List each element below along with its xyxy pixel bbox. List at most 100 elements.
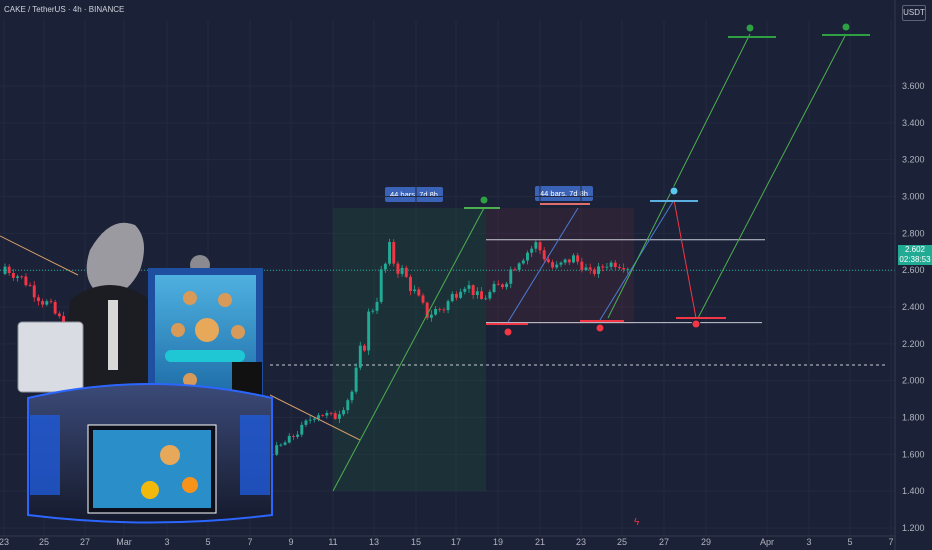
y-tick-label: 2.800 <box>902 228 925 238</box>
pivot-dot <box>479 195 489 205</box>
pivot-dot <box>669 186 679 196</box>
candle-body <box>321 415 325 417</box>
candle-body <box>28 285 32 286</box>
candle-body <box>446 301 450 311</box>
y-tick-label: 2.200 <box>902 339 925 349</box>
x-tick-label: 27 <box>659 537 669 547</box>
candle-body <box>400 267 404 274</box>
x-tick-label: 23 <box>576 537 586 547</box>
candle-body <box>492 283 496 292</box>
pullback-path <box>673 199 697 319</box>
candle-body <box>429 314 433 318</box>
candle-body <box>480 291 483 299</box>
event-flag-icon[interactable]: ϟ <box>634 517 640 528</box>
candle-body <box>509 269 513 284</box>
candle-body <box>572 255 575 263</box>
candle-body <box>617 267 621 269</box>
candle-body <box>296 434 300 437</box>
candle-body <box>367 311 371 351</box>
x-tick-label: 23 <box>0 537 9 547</box>
candle-body <box>379 269 383 302</box>
candle-body <box>434 308 438 315</box>
countdown-timer: 02:38:53 <box>899 255 931 264</box>
x-tick-label: 5 <box>847 537 852 547</box>
candle-body <box>542 250 546 260</box>
y-tick-label: 1.800 <box>902 413 925 423</box>
y-tick-label: 3.600 <box>902 81 925 91</box>
candle-body <box>304 420 308 425</box>
current-price-value: 2.602 <box>904 245 926 254</box>
y-tick-label: 3.400 <box>902 118 925 128</box>
candle-body <box>484 298 488 300</box>
measure-label-2: 44 bars, 7d 8h <box>535 186 593 201</box>
candle-body <box>613 262 617 268</box>
x-tick-label: Apr <box>760 537 774 547</box>
candle-body <box>24 276 28 286</box>
candle-body <box>275 445 279 455</box>
candle-body <box>459 291 463 298</box>
candle-body <box>597 266 601 274</box>
candle-body <box>538 242 542 251</box>
x-tick-label: 7 <box>247 537 252 547</box>
pivot-dot <box>503 327 513 337</box>
candle-body <box>41 301 45 305</box>
candle-body <box>408 276 412 291</box>
candle-body <box>500 284 504 288</box>
candle-body <box>358 345 362 368</box>
pivot-dot <box>691 319 701 329</box>
candle-body <box>475 291 479 296</box>
measure-label-1: 44 bars, 7d 8h <box>385 187 443 202</box>
y-tick-label: 1.200 <box>902 523 925 533</box>
candle-body <box>588 267 592 270</box>
candle-body <box>312 418 316 420</box>
x-tick-label: 27 <box>80 537 90 547</box>
x-tick-label: 15 <box>411 537 421 547</box>
x-tick-label: 3 <box>164 537 169 547</box>
target-path-1 <box>607 33 751 319</box>
chart-header: CAKE / TetherUS · 4h · BINANCE <box>4 5 125 14</box>
candle-body <box>371 310 375 312</box>
candle-body <box>3 266 7 274</box>
x-tick-label: Mar <box>116 537 132 547</box>
candle-body <box>350 391 354 401</box>
candle-body <box>287 435 291 443</box>
candle-body <box>425 302 429 318</box>
candle-body <box>513 269 517 271</box>
candle-body <box>36 297 40 302</box>
x-tick-label: 25 <box>617 537 627 547</box>
candle-body <box>626 269 630 271</box>
projection-line-2 <box>507 207 579 323</box>
currency-selector[interactable]: USDT <box>902 5 926 21</box>
y-tick-label: 2.400 <box>902 302 925 312</box>
candle-body <box>463 288 467 292</box>
candle-body <box>530 248 534 253</box>
candle-body <box>32 285 36 298</box>
candle-body <box>16 276 20 278</box>
candle-body <box>534 242 538 249</box>
x-tick-label: 25 <box>39 537 49 547</box>
candle-body <box>396 263 400 274</box>
candle-body <box>11 273 15 278</box>
price-axis[interactable]: 1.200 1.400 1.600 1.800 2.000 2.200 2.400 2.600… <box>894 0 925 550</box>
candle-body <box>279 444 283 446</box>
candle-body <box>308 419 312 421</box>
candle-body <box>291 435 295 437</box>
candle-body <box>559 262 563 265</box>
candle-body <box>7 266 11 274</box>
x-tick-label: 21 <box>535 537 545 547</box>
trendline-2 <box>269 394 361 441</box>
time-axis[interactable]: 23 25 27 Mar 3 5 7 9 11 13 15 17 19 21 23 25 27 29 Apr 3 5 7 <box>0 535 895 547</box>
candle-body <box>488 291 492 299</box>
candle-body <box>300 424 304 435</box>
candle-body <box>505 283 509 288</box>
candle-body <box>57 313 61 317</box>
candle-body <box>496 283 500 285</box>
candle-body <box>342 410 346 415</box>
candle-body <box>333 413 337 419</box>
y-tick-label: 3.200 <box>902 155 925 165</box>
y-tick-label: 2.600 <box>902 265 925 275</box>
mascot-illustration <box>17 222 273 524</box>
candle-body <box>563 259 567 263</box>
candle-body <box>325 412 329 416</box>
